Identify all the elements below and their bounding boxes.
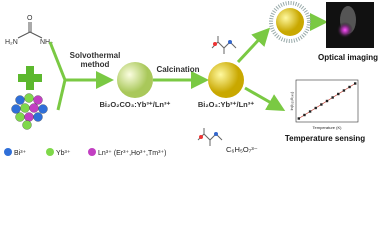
data-point	[348, 85, 351, 89]
application-label: Temperature sensing	[285, 134, 365, 143]
data-point	[325, 99, 329, 103]
legend-label: Ln³⁺ (Er³⁺,Ho³⁺,Tm³⁺)	[98, 150, 166, 157]
precursor-sphere	[117, 62, 153, 98]
ion	[33, 95, 43, 105]
data-point	[314, 106, 317, 110]
step-label-line: Solvothermal	[70, 51, 121, 60]
ligand-label: C₆H₅O₇³⁻	[226, 145, 258, 154]
emission-spot	[337, 22, 353, 38]
step-label-line: method	[81, 60, 110, 69]
atom	[214, 132, 218, 136]
urea-right: NH₂	[40, 39, 53, 46]
oxide-sphere	[208, 62, 244, 98]
arrows	[48, 13, 328, 111]
legend-swatch	[4, 148, 12, 156]
data-point	[320, 103, 323, 106]
data-point	[337, 92, 340, 96]
urea-top: O	[27, 15, 33, 22]
ion	[24, 93, 34, 103]
product-label: Bi₂O₂CO₃:Yb³⁺/Ln³⁺	[100, 100, 171, 109]
data-point	[342, 89, 346, 92]
legend: Bi³⁺ Yb³⁺ Ln³⁺ (Er³⁺,Ho³⁺,Tm³⁺)	[4, 148, 166, 157]
ion	[15, 95, 25, 105]
legend-label: Yb³⁺	[56, 150, 71, 157]
ion	[15, 112, 25, 122]
ligand-shell	[269, 1, 311, 43]
legend-swatch	[46, 148, 54, 156]
product-label: Bi₂O₃:Yb³⁺/Ln³⁺	[198, 100, 254, 109]
urea: H₂N NH₂ O	[5, 15, 53, 46]
legend-label: Bi³⁺	[14, 150, 27, 157]
plus	[18, 66, 42, 90]
data-point	[297, 117, 301, 120]
page: H₂N NH₂ O Bi³⁺ Yb³⁺ Ln³⁺ (Er³⁺,Ho³⁺,Tm³⁺) …	[4, 1, 378, 157]
inset-chart: Temperature (K) ln(I₅₂₅/I₅₄₅)	[289, 79, 359, 130]
x-axis-label: Temperature (K)	[313, 125, 343, 130]
data-point	[308, 110, 312, 113]
coated-sphere	[276, 8, 304, 36]
diagram: H₂N NH₂ O Bi³⁺ Yb³⁺ Ln³⁺ (Er³⁺,Ho³⁺,Tm³⁺) …	[4, 1, 378, 157]
ion-cluster	[11, 93, 48, 130]
atom	[213, 42, 217, 46]
data-point	[353, 82, 357, 85]
data-point	[331, 96, 334, 99]
application-label: Optical imaging	[318, 53, 378, 62]
legend-swatch	[88, 148, 96, 156]
ion	[11, 104, 21, 114]
urea-left: H₂N	[5, 39, 18, 46]
atom	[199, 135, 203, 139]
ion	[20, 103, 30, 113]
ion	[29, 103, 39, 113]
data-point	[303, 113, 306, 117]
step-label: Calcination	[156, 65, 199, 74]
step-label: Solvothermal method	[70, 51, 121, 69]
ion	[38, 104, 48, 114]
atom	[228, 40, 232, 44]
y-axis-label: ln(I₅₂₅/I₅₄₅)	[289, 91, 294, 110]
ion	[24, 112, 34, 122]
ion	[33, 112, 43, 122]
ion	[22, 120, 32, 130]
